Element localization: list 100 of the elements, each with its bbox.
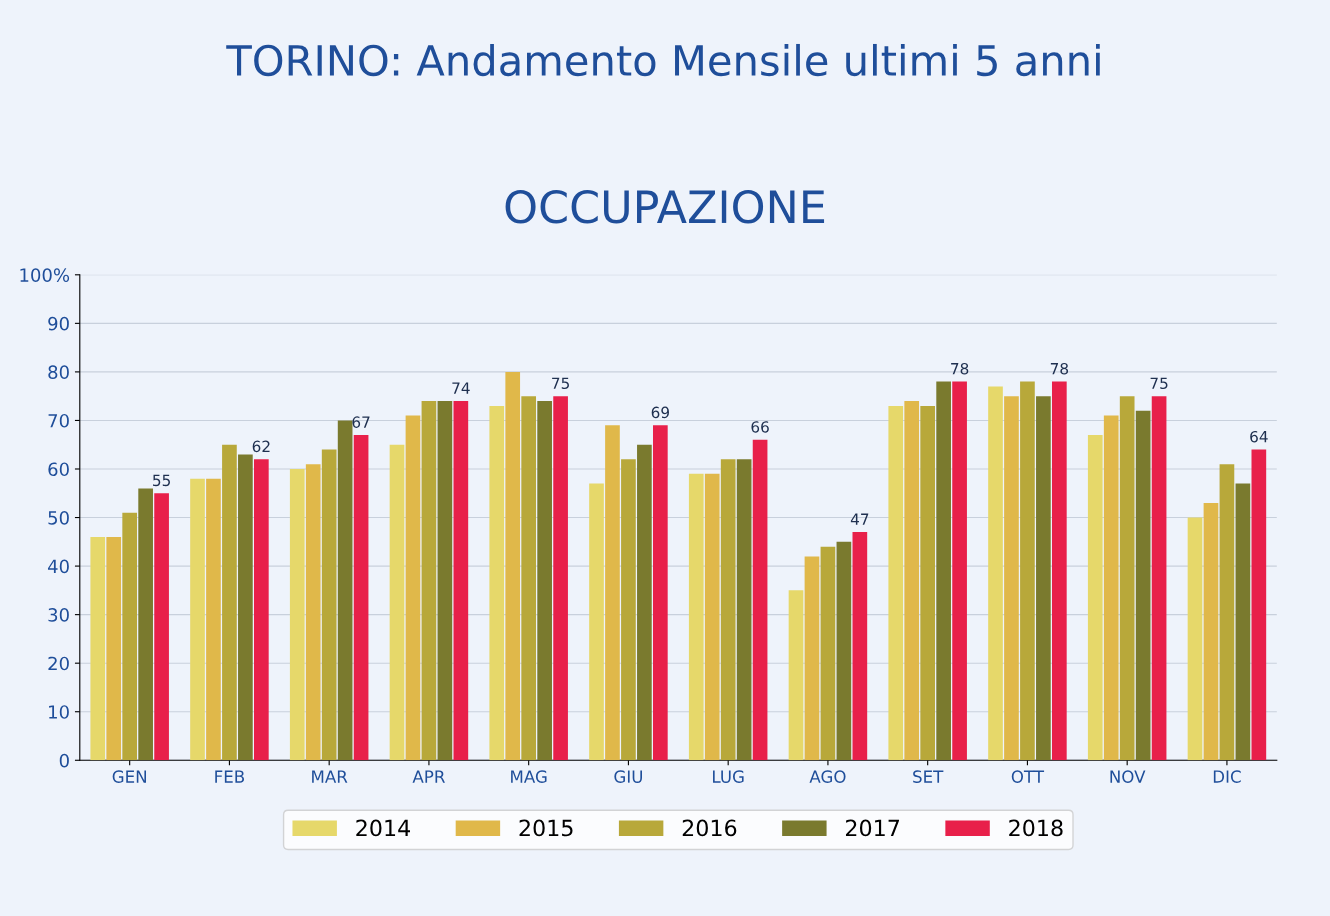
y-tick-label: 50 (48, 511, 69, 525)
bar (254, 459, 269, 761)
y-tick-label: 20 (48, 656, 69, 671)
bar (553, 396, 568, 761)
bar (537, 401, 552, 761)
legend-label: 2014 (356, 819, 410, 837)
bar (421, 401, 437, 761)
x-tick-label: MAR (312, 770, 348, 783)
y-tick-label: 70 (48, 413, 69, 428)
bar (353, 435, 369, 761)
legend-label: 2016 (682, 819, 737, 837)
bar (1103, 415, 1119, 761)
y-tick-label: 40 (47, 559, 69, 574)
y-tick-label: 0 (59, 753, 69, 768)
bar (904, 401, 920, 761)
x-tick-label: NOV (1110, 770, 1146, 783)
bar (704, 473, 720, 761)
x-tick-label: SET (913, 770, 944, 783)
data-label: 67 (352, 416, 370, 428)
bar (521, 396, 537, 761)
legend-label: 2015 (519, 819, 573, 837)
x-tick-label: APR (412, 770, 445, 783)
legend-label: 2017 (845, 819, 900, 837)
bar (289, 468, 305, 761)
bar (154, 493, 169, 761)
x-tick-label: AGO (809, 770, 846, 783)
y-tick-label: 90 (48, 316, 69, 331)
data-label: 66 (751, 421, 769, 433)
bar (1020, 381, 1035, 761)
bar (405, 415, 421, 761)
bar (804, 556, 820, 761)
bar (190, 478, 205, 761)
y-tick-label: 10 (49, 705, 69, 719)
bar (888, 405, 904, 761)
bar (736, 459, 752, 761)
bar (605, 425, 620, 761)
x-tick-label: LUG (713, 770, 744, 783)
data-label: 78 (1050, 362, 1069, 375)
bar (621, 459, 636, 761)
bar (1036, 396, 1051, 761)
bar (138, 488, 153, 761)
bar (952, 381, 967, 761)
bar (852, 532, 868, 761)
x-tick-label: GEN (112, 770, 146, 783)
x-tick-label: FEB (215, 770, 245, 783)
bar (122, 512, 138, 761)
bar (752, 439, 768, 761)
bar (688, 473, 704, 761)
bar (453, 401, 469, 761)
bar (337, 420, 353, 761)
bar (238, 454, 253, 761)
x-tick-label: OTT (1011, 770, 1045, 783)
bar (1151, 396, 1167, 761)
bar (505, 371, 521, 761)
y-tick-label: 80 (48, 365, 69, 380)
x-tick-label: MAG (511, 770, 547, 783)
bar (1119, 396, 1135, 761)
bar (1135, 410, 1151, 761)
bar (437, 401, 453, 761)
bar (305, 464, 321, 761)
bar (936, 381, 951, 761)
bar (637, 444, 652, 761)
bar (206, 478, 221, 761)
bar (106, 536, 122, 761)
bar (321, 449, 337, 761)
data-label: 69 (651, 406, 669, 419)
data-label: 75 (1150, 377, 1168, 390)
bar (1219, 464, 1235, 761)
bar (1251, 449, 1267, 761)
bar (1052, 381, 1067, 761)
data-label: 55 (153, 474, 170, 487)
data-label: 78 (951, 362, 969, 375)
data-label: 74 (452, 382, 470, 394)
y-tick-label: 30 (48, 608, 69, 622)
legend-label: 2018 (1009, 819, 1063, 837)
data-label: 62 (252, 440, 270, 453)
bar (589, 483, 604, 761)
bar (222, 444, 237, 761)
data-label: 47 (850, 513, 869, 525)
bar (489, 405, 505, 761)
bar (820, 546, 836, 761)
data-label: 75 (552, 377, 569, 390)
y-tick-label: 60 (48, 462, 69, 477)
chart-title: TORINO: Andamento Mensile ultimi 5 anni (226, 43, 1100, 77)
bar (788, 590, 804, 761)
bar (389, 444, 405, 761)
bar (1203, 502, 1219, 761)
bar (988, 386, 1003, 761)
bar (920, 405, 936, 761)
bar (836, 541, 852, 761)
bar (90, 536, 106, 761)
bar (1187, 517, 1203, 761)
bar (1004, 396, 1019, 761)
x-tick-label: DIC (1213, 770, 1241, 783)
chart-subtitle: OCCUPAZIONE (505, 189, 825, 224)
bar (720, 459, 736, 761)
data-label: 64 (1250, 430, 1268, 443)
y-tick-label: 100% (20, 268, 70, 282)
bar (653, 425, 668, 761)
bar (1087, 435, 1103, 761)
